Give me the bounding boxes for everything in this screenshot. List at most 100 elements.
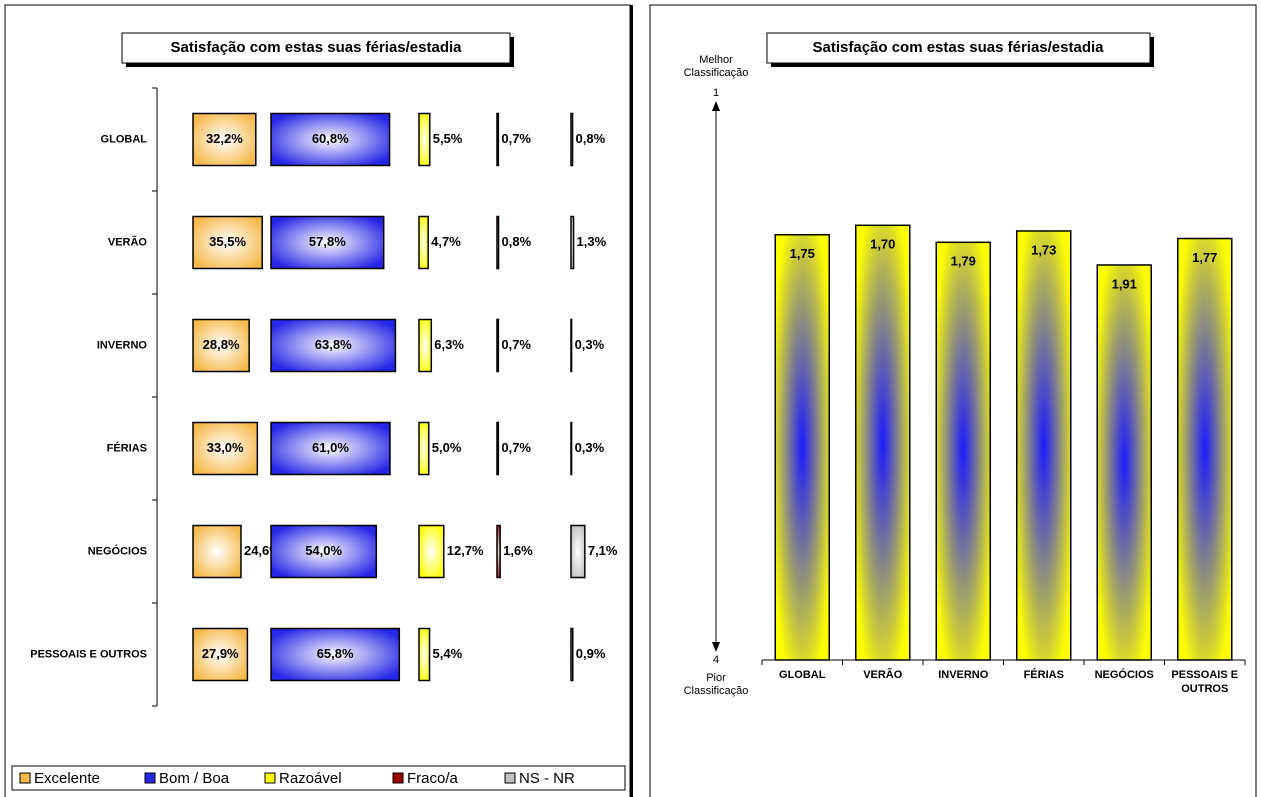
bar bbox=[192, 524, 242, 579]
y-annotation: Melhor Classificação bbox=[684, 54, 749, 79]
bar bbox=[270, 215, 385, 270]
bar bbox=[418, 524, 445, 579]
value-label: 32,2% bbox=[206, 131, 243, 146]
value-label: 28,8% bbox=[203, 337, 240, 352]
category-label: FÉRIAS bbox=[107, 441, 147, 454]
bar bbox=[570, 215, 575, 270]
x-tick-label: NEGÓCIOS bbox=[1094, 669, 1154, 681]
value-label: 35,5% bbox=[209, 234, 246, 249]
bar bbox=[418, 627, 431, 682]
legend-swatch bbox=[144, 772, 156, 784]
value-label: 54,0% bbox=[305, 543, 342, 558]
value-label: 7,1% bbox=[588, 543, 618, 558]
value-label: 5,5% bbox=[433, 131, 463, 146]
legend-label: Fraco/a bbox=[407, 770, 459, 787]
value-label: 0,9% bbox=[576, 646, 606, 661]
right-frame bbox=[649, 4, 1257, 797]
category-label: NEGÓCIOS bbox=[88, 544, 147, 557]
value-label: 4,7% bbox=[431, 234, 461, 249]
bar bbox=[270, 318, 397, 373]
value-label: 1,91 bbox=[1112, 276, 1137, 291]
legend bbox=[11, 765, 626, 791]
legend-label: Razoável bbox=[279, 770, 342, 787]
bar bbox=[935, 241, 991, 661]
x-tick-label: INVERNO bbox=[938, 669, 989, 681]
bar bbox=[270, 421, 391, 476]
bar bbox=[1096, 264, 1152, 661]
category-label: PESSOAIS E OUTROS bbox=[30, 648, 147, 660]
chart-title: Satisfação com estas suas férias/estadia bbox=[171, 39, 463, 56]
legend-label: NS - NR bbox=[519, 770, 575, 787]
value-label: 61,0% bbox=[312, 440, 349, 455]
value-label: 1,70 bbox=[870, 237, 895, 252]
x-tick-label: FÉRIAS bbox=[1023, 669, 1064, 681]
bar bbox=[270, 524, 378, 579]
value-label: 1,73 bbox=[1031, 242, 1056, 257]
bar bbox=[418, 112, 431, 167]
bar bbox=[570, 318, 573, 373]
category-label: INVERNO bbox=[97, 339, 148, 351]
x-tick-label: GLOBAL bbox=[779, 669, 826, 681]
bar bbox=[270, 627, 401, 682]
bar bbox=[570, 524, 586, 579]
value-label: 6,3% bbox=[434, 337, 464, 352]
value-label: 0,8% bbox=[576, 131, 606, 146]
bar bbox=[1177, 237, 1233, 661]
value-label: 0,7% bbox=[501, 440, 531, 455]
legend-swatch bbox=[264, 772, 276, 784]
value-label: 5,0% bbox=[432, 440, 462, 455]
bar bbox=[774, 234, 830, 661]
bar bbox=[270, 112, 391, 167]
category-label: VERÃO bbox=[108, 235, 148, 248]
bar bbox=[570, 112, 574, 167]
bar bbox=[1016, 230, 1072, 661]
value-label: 0,8% bbox=[502, 234, 532, 249]
bar bbox=[496, 524, 501, 579]
value-label: 1,75 bbox=[790, 246, 815, 261]
value-label: 1,79 bbox=[951, 254, 976, 269]
value-label: 1,77 bbox=[1192, 250, 1217, 265]
y-tick-label: 1 bbox=[713, 87, 719, 99]
value-label: 33,0% bbox=[207, 440, 244, 455]
title-box bbox=[766, 32, 1151, 64]
bar bbox=[496, 421, 500, 476]
value-label: 60,8% bbox=[312, 131, 349, 146]
y-tick-label: 4 bbox=[713, 654, 719, 666]
bar bbox=[496, 318, 500, 373]
bar bbox=[192, 112, 257, 167]
y-annotation: Pior Classificação bbox=[684, 672, 749, 697]
legend-swatch bbox=[392, 772, 404, 784]
arrow-head bbox=[712, 101, 720, 111]
value-label: 27,9% bbox=[202, 646, 239, 661]
bar bbox=[496, 215, 500, 270]
legend-label: Excelente bbox=[34, 770, 100, 787]
bar bbox=[418, 318, 433, 373]
value-label: 63,8% bbox=[315, 337, 352, 352]
legend-label: Bom / Boa bbox=[159, 770, 230, 787]
bar bbox=[192, 627, 249, 682]
value-label: 0,3% bbox=[575, 337, 605, 352]
value-label: 1,6% bbox=[503, 543, 533, 558]
bar bbox=[418, 421, 430, 476]
value-label: 5,4% bbox=[433, 646, 463, 661]
value-label: 65,8% bbox=[317, 646, 354, 661]
title-box bbox=[121, 32, 511, 64]
category-label: GLOBAL bbox=[101, 133, 148, 145]
bar bbox=[418, 215, 429, 270]
legend-swatch bbox=[504, 772, 516, 784]
value-label: 1,3% bbox=[577, 234, 607, 249]
chart-title: Satisfação com estas suas férias/estadia bbox=[813, 39, 1105, 56]
arrow-head bbox=[712, 642, 720, 652]
bar bbox=[192, 318, 250, 373]
x-tick-label: VERÃO bbox=[863, 669, 903, 681]
bar bbox=[192, 215, 263, 270]
value-label: 0,7% bbox=[501, 337, 531, 352]
value-label: 0,3% bbox=[575, 440, 605, 455]
x-tick-label: PESSOAIS E OUTROS bbox=[1171, 669, 1239, 695]
bar bbox=[855, 224, 911, 661]
bar bbox=[192, 421, 259, 476]
bar bbox=[496, 112, 500, 167]
bar bbox=[570, 627, 574, 682]
